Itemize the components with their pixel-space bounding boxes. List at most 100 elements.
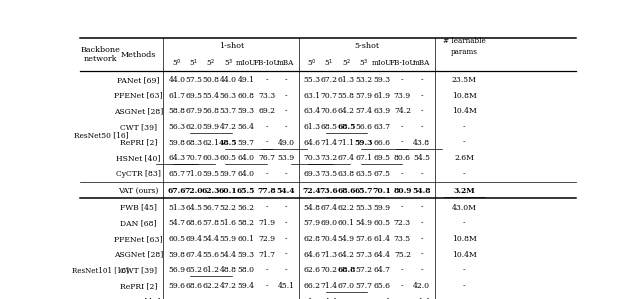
Text: 61.3: 61.3 <box>338 76 355 84</box>
Text: 58.2: 58.2 <box>237 219 255 227</box>
Text: -: - <box>420 76 423 84</box>
Text: -: - <box>285 76 287 84</box>
Text: 60.1: 60.1 <box>237 235 255 243</box>
Text: 62.3: 62.3 <box>202 187 220 195</box>
Text: 63.8: 63.8 <box>338 170 355 178</box>
Text: 71.3: 71.3 <box>321 251 337 259</box>
Text: 61.4: 61.4 <box>373 235 390 243</box>
Text: 70.4: 70.4 <box>373 298 390 299</box>
Text: 5$^1$: 5$^1$ <box>324 57 333 69</box>
Text: 48.5: 48.5 <box>219 139 237 147</box>
Text: 67.2: 67.2 <box>321 76 337 84</box>
Text: -: - <box>285 251 287 259</box>
Text: 55.9: 55.9 <box>220 235 237 243</box>
Text: 53.7: 53.7 <box>220 107 237 115</box>
Text: 59.7: 59.7 <box>220 170 237 178</box>
Text: 10.8M: 10.8M <box>452 92 477 100</box>
Text: -: - <box>266 123 268 131</box>
Text: 43.0M: 43.0M <box>452 204 477 212</box>
Text: RePRI [2]: RePRI [2] <box>120 139 157 147</box>
Text: 64.0: 64.0 <box>237 170 255 178</box>
Text: 59.3: 59.3 <box>355 139 373 147</box>
Text: 56.3: 56.3 <box>169 123 186 131</box>
Text: 55.3: 55.3 <box>303 76 321 84</box>
Text: 63.1: 63.1 <box>219 298 237 299</box>
Text: -: - <box>266 266 268 274</box>
Text: 47.2: 47.2 <box>220 282 237 290</box>
Text: 44.0: 44.0 <box>220 76 237 84</box>
Text: 77.6: 77.6 <box>259 298 275 299</box>
Text: 71.4: 71.4 <box>321 282 337 290</box>
Text: 67.3: 67.3 <box>169 298 186 299</box>
Text: 10.4M: 10.4M <box>452 107 477 115</box>
Text: ASGNet [28]: ASGNet [28] <box>114 251 163 259</box>
Text: -: - <box>401 139 404 147</box>
Text: -: - <box>420 107 423 115</box>
Text: DAN [68]: DAN [68] <box>120 219 157 227</box>
Text: -: - <box>463 170 466 178</box>
Text: -: - <box>420 251 423 259</box>
Text: 57.5: 57.5 <box>186 76 203 84</box>
Text: 69.2: 69.2 <box>259 107 275 115</box>
Text: 44.0: 44.0 <box>169 76 186 84</box>
Text: -: - <box>463 266 466 274</box>
Text: 73.6: 73.6 <box>319 187 339 195</box>
Text: 61.9: 61.9 <box>373 92 390 100</box>
Text: 70.4: 70.4 <box>321 235 337 243</box>
Text: 73.5: 73.5 <box>321 170 337 178</box>
Text: 67.5: 67.5 <box>373 170 390 178</box>
Text: Methods: Methods <box>121 51 156 59</box>
Text: 56.3: 56.3 <box>220 92 237 100</box>
Text: -: - <box>420 235 423 243</box>
Text: 56.7: 56.7 <box>202 204 220 212</box>
Text: 54.4: 54.4 <box>202 235 220 243</box>
Text: -: - <box>401 266 404 274</box>
Text: 68.3: 68.3 <box>355 298 373 299</box>
Text: 62.8: 62.8 <box>303 235 321 243</box>
Text: 47.2: 47.2 <box>220 123 237 131</box>
Text: 62.2: 62.2 <box>202 282 220 290</box>
Text: 69.5: 69.5 <box>373 154 390 162</box>
Text: 72.9: 72.9 <box>259 235 275 243</box>
Text: mIoU: mIoU <box>236 59 256 67</box>
Text: 55.3: 55.3 <box>355 204 372 212</box>
Text: 75.2: 75.2 <box>394 251 411 259</box>
Text: 54.7: 54.7 <box>169 219 186 227</box>
Text: mIoU: mIoU <box>371 59 392 67</box>
Text: 70.7: 70.7 <box>321 92 337 100</box>
Text: -: - <box>463 123 466 131</box>
Text: -: - <box>420 219 423 227</box>
Text: 55.8: 55.8 <box>338 92 355 100</box>
Text: -: - <box>285 204 287 212</box>
Text: 57.2: 57.2 <box>355 266 372 274</box>
Text: 42.0: 42.0 <box>413 282 430 290</box>
Text: 72.4: 72.4 <box>303 187 321 195</box>
Text: VAT (ours): VAT (ours) <box>118 187 159 195</box>
Text: 54.4: 54.4 <box>413 298 430 299</box>
Text: 68.8: 68.8 <box>337 266 356 274</box>
Text: 57.8: 57.8 <box>202 219 220 227</box>
Text: 59.3: 59.3 <box>237 107 255 115</box>
Text: 45.1: 45.1 <box>277 282 294 290</box>
Text: 54.8: 54.8 <box>303 204 321 212</box>
Text: Backbone: Backbone <box>81 46 121 54</box>
Text: 60.5: 60.5 <box>220 154 237 162</box>
Text: 54.8: 54.8 <box>413 187 431 195</box>
Text: 51.6: 51.6 <box>220 219 237 227</box>
Text: 59.7: 59.7 <box>237 139 255 147</box>
Text: 56.8: 56.8 <box>202 107 220 115</box>
Text: FWB [45]: FWB [45] <box>120 204 157 212</box>
Text: 68.6: 68.6 <box>186 282 203 290</box>
Text: 62.2: 62.2 <box>338 204 355 212</box>
Text: mBA: mBA <box>277 59 294 67</box>
Text: 67.0: 67.0 <box>338 298 355 299</box>
Text: 67.9: 67.9 <box>186 107 203 115</box>
Text: 58.0: 58.0 <box>237 266 255 274</box>
Text: 57.4: 57.4 <box>355 107 372 115</box>
Text: network: network <box>84 55 118 63</box>
Text: 69.5: 69.5 <box>186 92 203 100</box>
Text: 58.8: 58.8 <box>169 107 186 115</box>
Text: 54.4: 54.4 <box>220 251 237 259</box>
Text: -: - <box>401 123 404 131</box>
Text: mBA: mBA <box>413 59 431 67</box>
